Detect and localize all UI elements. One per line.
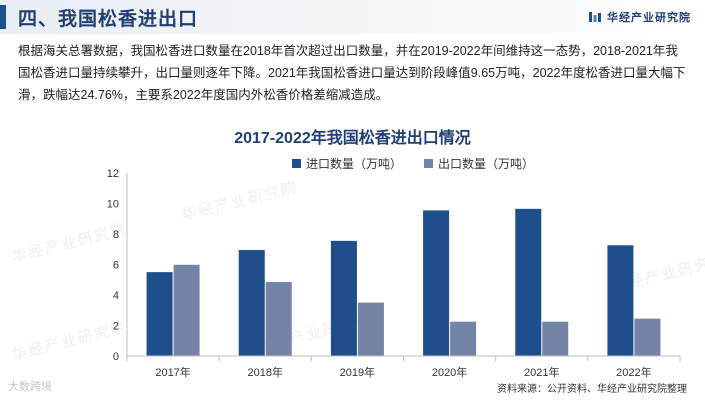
legend-swatch-import bbox=[292, 159, 301, 168]
chart-legend: 进口数量（万吨） 出口数量（万吨） bbox=[292, 155, 534, 172]
section-title: 四、我国松香进出口 bbox=[18, 9, 199, 30]
y-tick-label-6: 12 bbox=[107, 168, 119, 180]
import-bar-4 bbox=[515, 208, 542, 356]
y-tick-label-5: 10 bbox=[107, 199, 119, 211]
x-tick-label-0: 2017年 bbox=[155, 365, 190, 379]
y-tick-label-1: 2 bbox=[113, 321, 119, 333]
y-tick-label-0: 0 bbox=[113, 351, 119, 363]
export-bar-5 bbox=[634, 318, 661, 356]
import-bar-0 bbox=[146, 272, 173, 356]
source-note: 资料来源：公开资料、华经产业研究院整理 bbox=[497, 384, 687, 395]
legend-item-export: 出口数量（万吨） bbox=[424, 155, 534, 172]
x-tick-label-3: 2020年 bbox=[432, 365, 467, 379]
y-tick-label-4: 8 bbox=[113, 229, 119, 241]
legend-item-import: 进口数量（万吨） bbox=[292, 155, 402, 172]
x-tick-label-4: 2021年 bbox=[524, 365, 559, 379]
legend-label-export: 出口数量（万吨） bbox=[438, 157, 535, 171]
import-bar-1 bbox=[238, 250, 265, 356]
export-bar-1 bbox=[265, 282, 292, 356]
brand-name: 华经产业研究院 bbox=[607, 12, 691, 24]
import-bar-3 bbox=[423, 210, 450, 356]
legend-label-import: 进口数量（万吨） bbox=[306, 157, 403, 171]
chart-title: 2017-2022年我国松香进出口情况 bbox=[234, 130, 471, 147]
export-bar-4 bbox=[542, 321, 569, 356]
header-accent-bar bbox=[0, 5, 6, 29]
header-band bbox=[0, 0, 705, 34]
y-tick-label-2: 4 bbox=[113, 290, 119, 302]
corner-watermark: 大数跨境 bbox=[8, 381, 52, 393]
legend-swatch-export bbox=[424, 159, 434, 168]
export-bar-3 bbox=[450, 321, 477, 356]
export-bar-2 bbox=[357, 302, 384, 356]
y-tick-label-3: 6 bbox=[113, 260, 119, 272]
export-bar-0 bbox=[173, 264, 200, 356]
brand: 华经产业研究院 bbox=[588, 9, 691, 25]
import-bar-2 bbox=[330, 240, 357, 356]
x-tick-label-2: 2019年 bbox=[340, 365, 375, 379]
import-bar-5 bbox=[607, 245, 634, 356]
x-tick-label-5: 2022年 bbox=[616, 365, 651, 379]
brand-logo-icon bbox=[589, 12, 601, 22]
intro-paragraph: 根据海关总署数据，我国松香进口数量在2018年首次超过出口数量，并在2019-2… bbox=[18, 44, 686, 102]
x-tick-label-1: 2018年 bbox=[248, 365, 283, 379]
